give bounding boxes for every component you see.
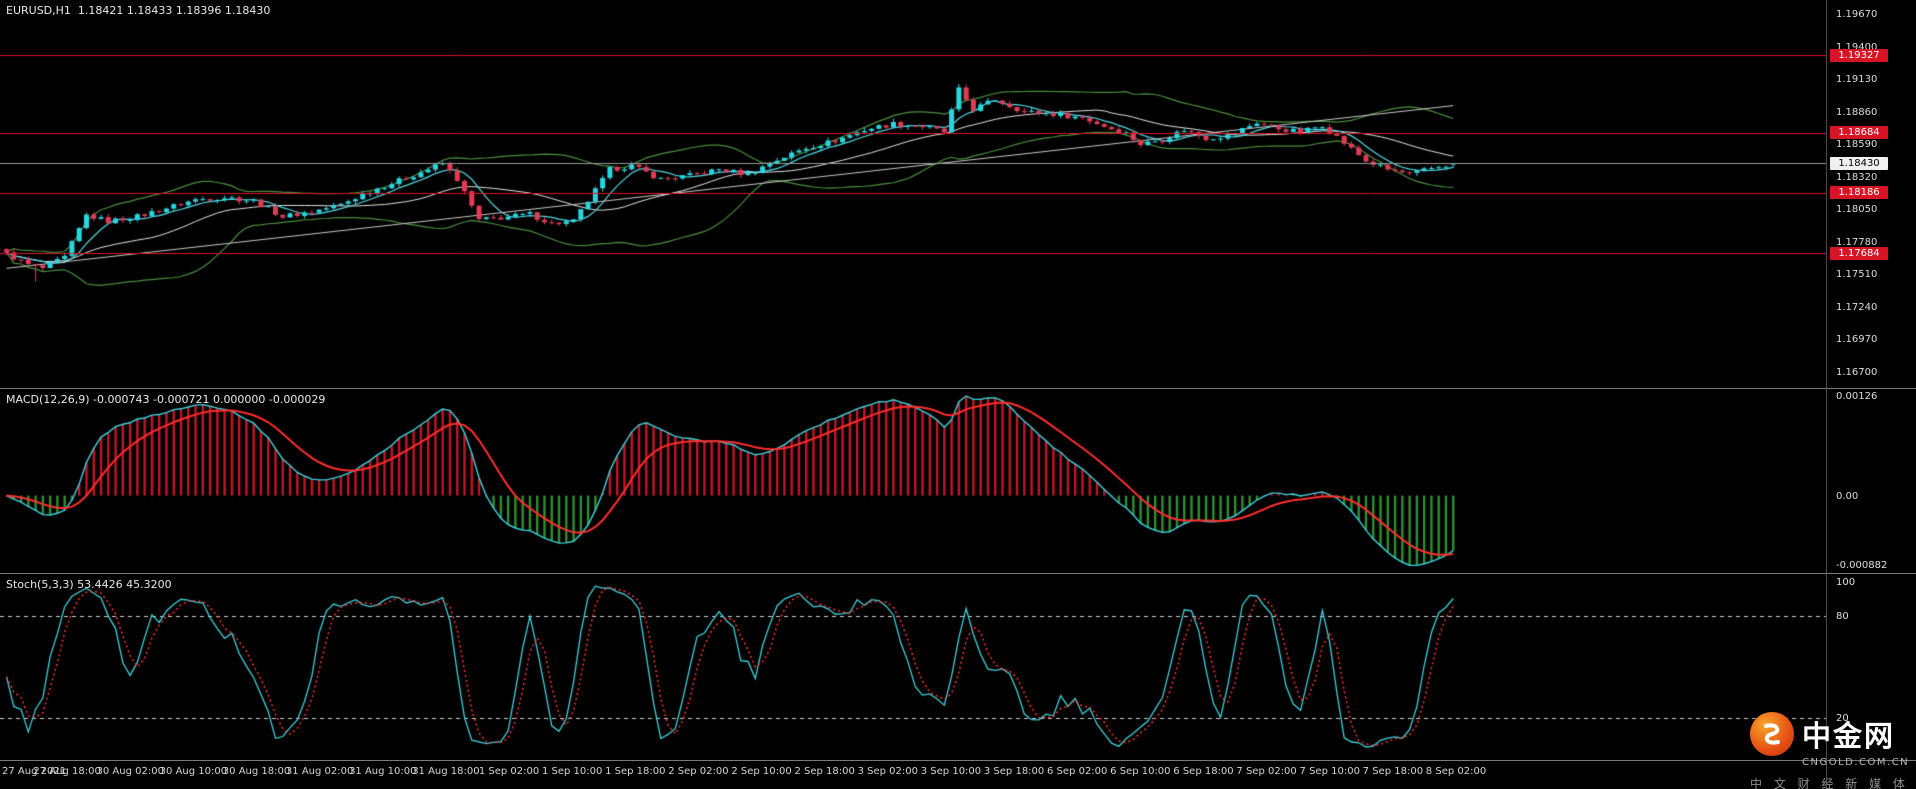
time-axis-label: 1 Sep 10:00 xyxy=(541,766,603,777)
macd-scale-tick: 0.00126 xyxy=(1836,390,1878,402)
stochastic-label: Stoch(5,3,3) 53.4426 45.3200 xyxy=(6,578,172,591)
time-axis-label: 30 Aug 10:00 xyxy=(159,766,228,777)
macd-scale-tick: -0.000882 xyxy=(1836,560,1888,572)
panel-separator[interactable] xyxy=(0,573,1916,574)
macd-indicator-panel[interactable]: MACD(12,26,9) -0.000743 -0.000721 0.0000… xyxy=(0,389,1826,573)
time-axis-label: 3 Sep 02:00 xyxy=(857,766,919,777)
main-price-tick: 1.19400 xyxy=(1836,41,1878,53)
axis-separator xyxy=(1826,0,1827,789)
cngold-logo-icon xyxy=(1750,712,1794,756)
time-axis-label: 1 Sep 02:00 xyxy=(478,766,540,777)
logo-domain-text: CNGOLD.COM.CN xyxy=(1802,757,1910,768)
time-axis-label: 27 Aug 2021 xyxy=(2,766,67,777)
time-axis-label: 2 Sep 10:00 xyxy=(731,766,792,777)
main-price-tick: 1.17510 xyxy=(1836,269,1878,281)
main-price-tick: 1.17780 xyxy=(1836,236,1878,248)
time-axis-label: 8 Sep 02:00 xyxy=(1425,766,1487,777)
main-price-tick: 1.16700 xyxy=(1836,367,1878,378)
time-axis-label: 7 Sep 10:00 xyxy=(1299,766,1360,777)
main-price-tick: 1.18320 xyxy=(1836,171,1878,183)
time-axis-label: 1 Sep 18:00 xyxy=(605,766,666,777)
time-axis-label: 2 Sep 02:00 xyxy=(668,766,729,777)
time-axis-label: 3 Sep 10:00 xyxy=(920,766,982,777)
logo-row: 中金网 xyxy=(1750,712,1916,756)
panel-separator[interactable] xyxy=(0,388,1916,389)
logo-swirl-icon xyxy=(1764,723,1780,745)
hline-price-tag: 1.18684 xyxy=(1830,126,1888,140)
hline-price-tag: 1.18186 xyxy=(1830,186,1888,200)
time-axis-label: 3 Sep 18:00 xyxy=(983,766,1045,777)
stoch-scale-tick: 20 xyxy=(1836,713,1849,724)
main-chart-canvas[interactable] xyxy=(0,0,1826,388)
macd-canvas[interactable] xyxy=(0,389,1826,573)
main-price-tick: 1.19670 xyxy=(1836,9,1878,20)
time-axis-label: 6 Sep 18:00 xyxy=(1173,766,1234,777)
main-price-tick: 1.18050 xyxy=(1836,204,1878,216)
main-price-tick: 1.16970 xyxy=(1836,334,1878,346)
macd-scale-tick: 0.00 xyxy=(1836,490,1859,502)
time-axis-label: 31 Aug 18:00 xyxy=(412,766,480,777)
price-axis[interactable]: 1.19670 1.19400 1.19130 1.18860 1.18590 1.183… xyxy=(1828,0,1916,789)
main-chart-panel[interactable]: EURUSD,H1 1.18421 1.18433 1.18396 1.1843… xyxy=(0,0,1826,388)
time-axis-label: 27 Aug 18:00 xyxy=(33,766,101,777)
logo-tagline-text: 中 文 财 经 新 媒 体 xyxy=(1750,777,1909,789)
time-axis-label: 31 Aug 02:00 xyxy=(285,766,354,777)
time-axis-label: 7 Sep 18:00 xyxy=(1362,766,1424,777)
time-axis-label: 2 Sep 18:00 xyxy=(794,766,855,777)
hline-price-tag: 1.17684 xyxy=(1830,246,1888,260)
symbol-ohlc-label: EURUSD,H1 1.18421 1.18433 1.18396 1.1843… xyxy=(6,4,271,17)
main-price-tick: 1.18590 xyxy=(1836,139,1878,151)
hline-price-tag: 1.19327 xyxy=(1830,48,1888,62)
time-axis-label: 30 Aug 18:00 xyxy=(222,766,291,777)
main-price-tick: 1.19130 xyxy=(1836,74,1878,86)
time-axis-label: 30 Aug 02:00 xyxy=(96,766,164,777)
stoch-scale-tick: 80 xyxy=(1836,611,1849,622)
time-axis-label: 6 Sep 02:00 xyxy=(1047,766,1108,777)
stoch-scale-tick: 100 xyxy=(1836,577,1856,588)
main-price-tick: 1.17240 xyxy=(1836,301,1878,313)
stochastic-canvas[interactable] xyxy=(0,574,1826,760)
stochastic-indicator-panel[interactable]: Stoch(5,3,3) 53.4426 45.3200 xyxy=(0,574,1826,760)
panel-separator xyxy=(0,760,1916,761)
time-axis[interactable]: 27 Aug 2021 27 Aug 18:00 30 Aug 02:00 30 Au… xyxy=(0,761,1828,789)
macd-label: MACD(12,26,9) -0.000743 -0.000721 0.0000… xyxy=(6,393,326,406)
time-axis-label: 7 Sep 02:00 xyxy=(1236,766,1297,777)
time-axis-label: 31 Aug 10:00 xyxy=(349,766,417,777)
current-price-tag: 1.18430 xyxy=(1830,156,1888,170)
main-price-tick: 1.18860 xyxy=(1836,106,1878,118)
time-axis-label: 6 Sep 10:00 xyxy=(1110,766,1171,777)
cngold-watermark: 中金网 CNGOLD.COM.CN 中 文 财 经 新 媒 体 xyxy=(1750,712,1916,789)
logo-brand-text: 中金网 xyxy=(1802,719,1896,753)
